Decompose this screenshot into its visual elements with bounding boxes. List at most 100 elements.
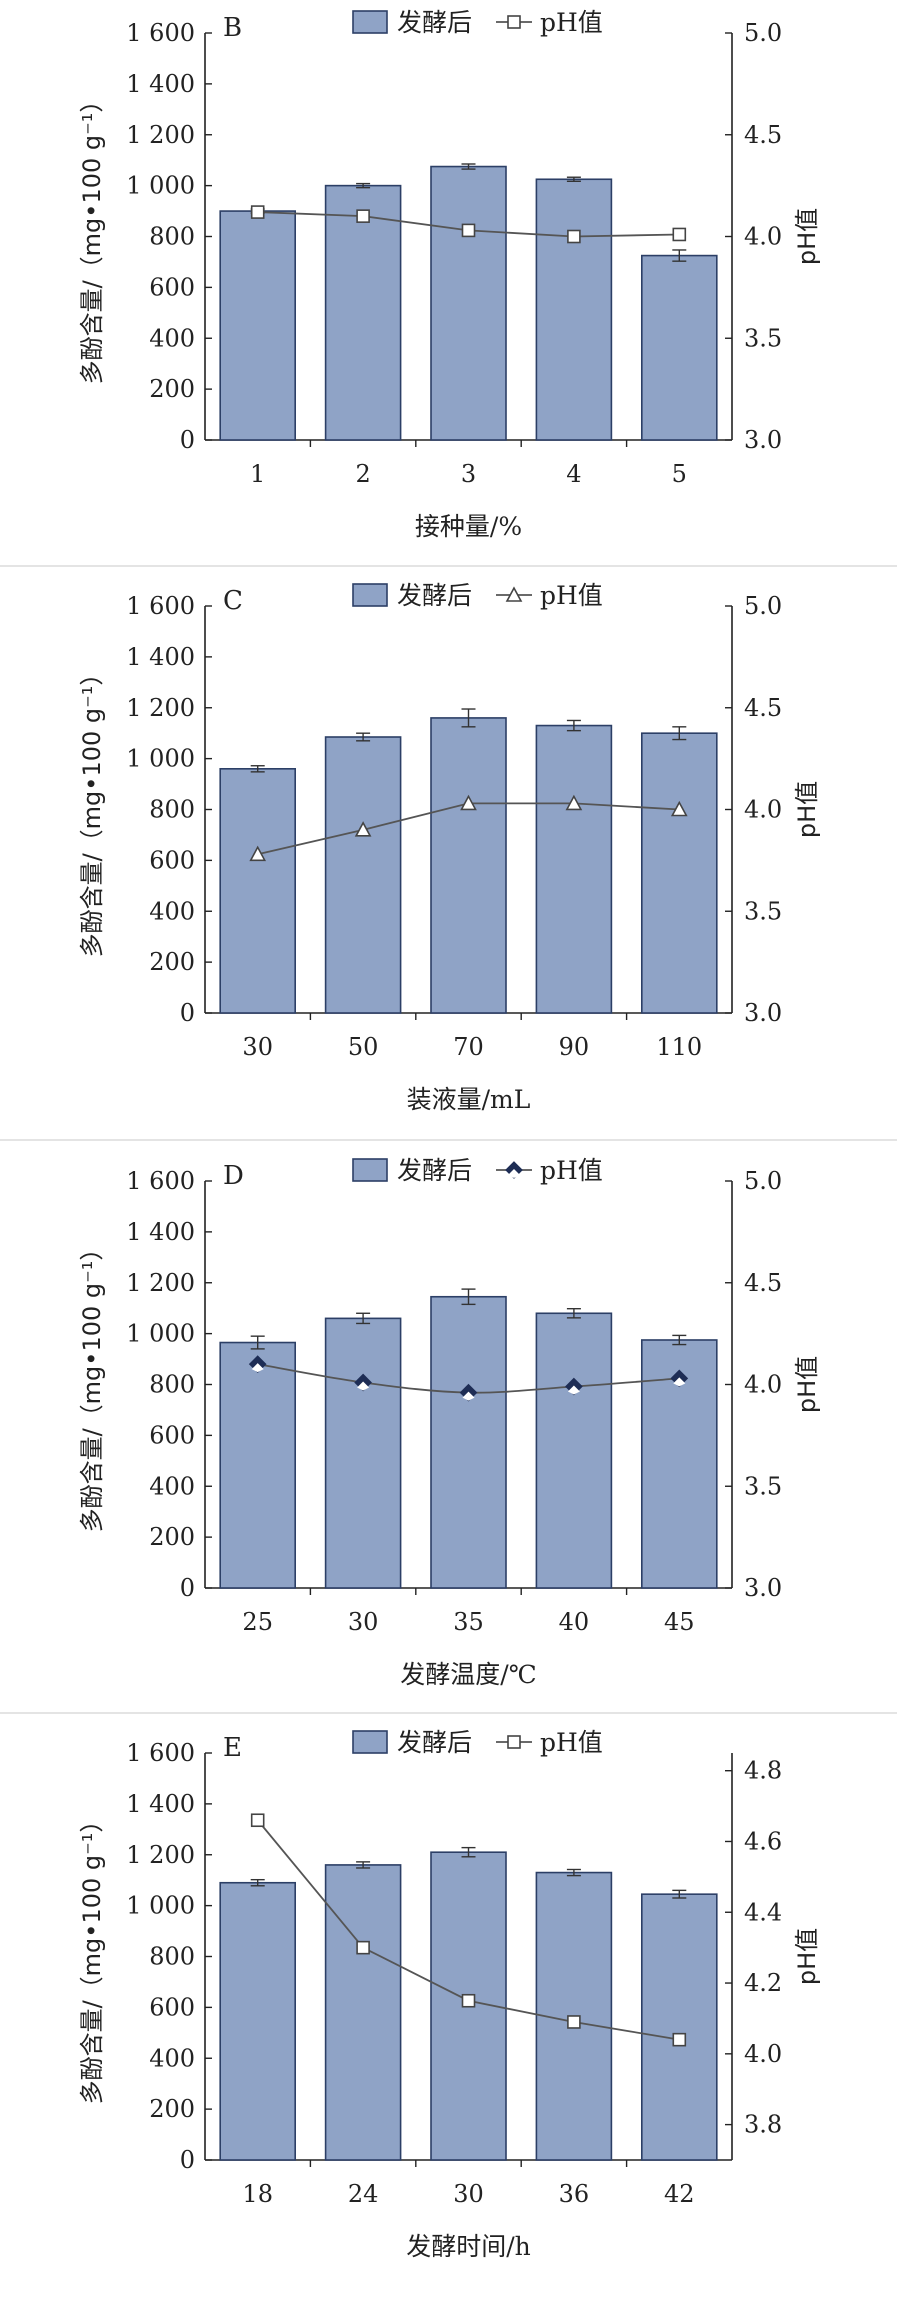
x-tick-label: 5 <box>672 460 687 488</box>
legend-ph-label: pH值 <box>540 1156 603 1185</box>
ph-point-2 <box>356 209 370 223</box>
bar-1 <box>219 768 296 1014</box>
legend-bar-label: 发酵后 <box>397 581 472 610</box>
bar-4 <box>535 178 613 441</box>
y-tick-label-right: 3.0 <box>744 426 782 454</box>
y-tick-label-left: 800 <box>149 1371 195 1399</box>
y-tick-label-right: 4.6 <box>744 1827 782 1855</box>
y-axis-title-right: pH值 <box>793 781 821 838</box>
legend-marker <box>505 586 523 602</box>
y-tick-label-left: 1 200 <box>126 1841 195 1869</box>
y-tick-label-right: 3.8 <box>744 2111 782 2139</box>
y-tick-label-right: 3.0 <box>744 1574 782 1602</box>
x-tick-label: 70 <box>453 1033 484 1061</box>
y-tick-label-right: 4.4 <box>744 1898 782 1926</box>
x-axis-title: 装液量/mL <box>407 1085 531 1114</box>
x-tick-label: 36 <box>559 2180 590 2208</box>
panel-label: B <box>223 13 242 43</box>
legend-bar-label: 发酵后 <box>397 1156 472 1185</box>
y-tick-label-left: 200 <box>149 948 195 976</box>
ph-point-5-highlight <box>673 1377 686 1387</box>
legend-marker <box>507 15 521 29</box>
ph-point-1 <box>250 205 265 219</box>
y-tick-label-right: 4.5 <box>744 694 782 722</box>
bar-5 <box>640 1893 718 2161</box>
y-tick-label-left: 1 400 <box>126 643 195 671</box>
bar-3 <box>430 717 507 1014</box>
y-tick-label-left: 600 <box>149 846 195 874</box>
y-tick-label-right: 4.8 <box>744 1757 782 1785</box>
x-tick-label: 18 <box>242 2180 273 2208</box>
y-tick-label-right: 5.0 <box>744 592 782 620</box>
y-tick-label-right: 5.0 <box>744 1167 782 1195</box>
legend-ph-label: pH值 <box>540 8 603 37</box>
y-tick-label-right: 5.0 <box>744 19 782 47</box>
ph-point-1 <box>250 1813 265 1828</box>
y-tick-label-left: 200 <box>149 1523 195 1551</box>
y-tick-label-left: 800 <box>149 796 195 824</box>
panel-label: C <box>223 586 243 616</box>
y-tick-label-left: 600 <box>149 1993 195 2021</box>
ph-point-4 <box>565 794 583 811</box>
y-tick-label-left: 600 <box>149 1421 195 1449</box>
y-tick-label-left: 1 400 <box>126 70 195 98</box>
x-tick-label: 110 <box>656 1033 702 1061</box>
x-tick-label: 42 <box>664 2180 695 2208</box>
y-tick-label-right: 4.5 <box>744 1269 782 1297</box>
bar-4 <box>535 1312 613 1589</box>
y-tick-label-left: 1 000 <box>126 745 195 773</box>
y-tick-label-left: 1 400 <box>126 1218 195 1246</box>
y-tick-label-left: 800 <box>149 1943 195 1971</box>
bar-4 <box>535 724 613 1014</box>
ph-point-3 <box>461 1993 476 2008</box>
legend-bar-label: 发酵后 <box>397 1728 472 1757</box>
x-tick-label: 30 <box>453 2180 484 2208</box>
y-tick-label-left: 1 000 <box>126 1320 195 1348</box>
y-tick-label-right: 3.5 <box>744 897 782 925</box>
legend: 发酵后 pH值 <box>352 8 603 37</box>
bar-2 <box>324 184 402 441</box>
x-axis-title: 发酵时间/h <box>406 2232 531 2261</box>
legend-ph-label: pH值 <box>540 1728 603 1757</box>
x-tick-label: 45 <box>664 1608 695 1636</box>
y-tick-label-right: 4.0 <box>744 223 782 251</box>
bar-1 <box>219 1341 296 1589</box>
y-tick-label-left: 600 <box>149 273 195 301</box>
y-tick-label-left: 1 600 <box>126 1739 195 1767</box>
y-axis-title-right: pH值 <box>793 1356 821 1413</box>
y-tick-label-right: 4.0 <box>744 796 782 824</box>
x-tick-label: 25 <box>242 1608 273 1636</box>
bar-5 <box>640 732 718 1014</box>
y-tick-label-right: 4.5 <box>744 121 782 149</box>
y-axis-title-left: 多酚含量/（mg•100 g⁻¹） <box>78 1237 106 1533</box>
y-tick-label-left: 1 600 <box>126 592 195 620</box>
x-tick-label: 24 <box>348 2180 379 2208</box>
bar-3 <box>430 1295 507 1589</box>
y-tick-label-left: 1 200 <box>126 121 195 149</box>
x-tick-label: 30 <box>348 1608 379 1636</box>
x-tick-label: 30 <box>242 1033 273 1061</box>
y-tick-label-left: 1 000 <box>126 172 195 200</box>
y-tick-label-right: 3.5 <box>744 324 782 352</box>
y-tick-label-left: 1 400 <box>126 1790 195 1818</box>
chart-panel-e: 0 200 400 600 800 1 000 1 200 1 400 1 600 3.8 4.0 4… <box>78 1728 821 2261</box>
bar-3 <box>430 165 507 441</box>
bar-2 <box>324 1317 402 1589</box>
y-tick-label-left: 400 <box>149 1472 195 1500</box>
legend-bar-label: 发酵后 <box>397 8 472 37</box>
legend-marker <box>507 1735 521 1749</box>
y-tick-label-left: 1 600 <box>126 1167 195 1195</box>
x-tick-label: 3 <box>461 460 476 488</box>
x-axis-title: 发酵温度/℃ <box>400 1660 536 1689</box>
legend-ph-label: pH值 <box>540 581 603 610</box>
chart-panel-d: 0 200 400 600 800 1 000 1 200 1 400 1 600 3.0 3.5 4… <box>78 1156 821 1689</box>
ph-point-5 <box>670 800 688 817</box>
y-tick-label-right: 4.0 <box>744 1371 782 1399</box>
x-tick-label: 50 <box>348 1033 379 1061</box>
x-tick-label: 1 <box>250 460 265 488</box>
legend-bar-swatch <box>352 583 388 607</box>
legend-bar-swatch <box>352 1730 388 1754</box>
ph-point-1 <box>249 845 267 862</box>
y-tick-label-left: 1 200 <box>126 1269 195 1297</box>
